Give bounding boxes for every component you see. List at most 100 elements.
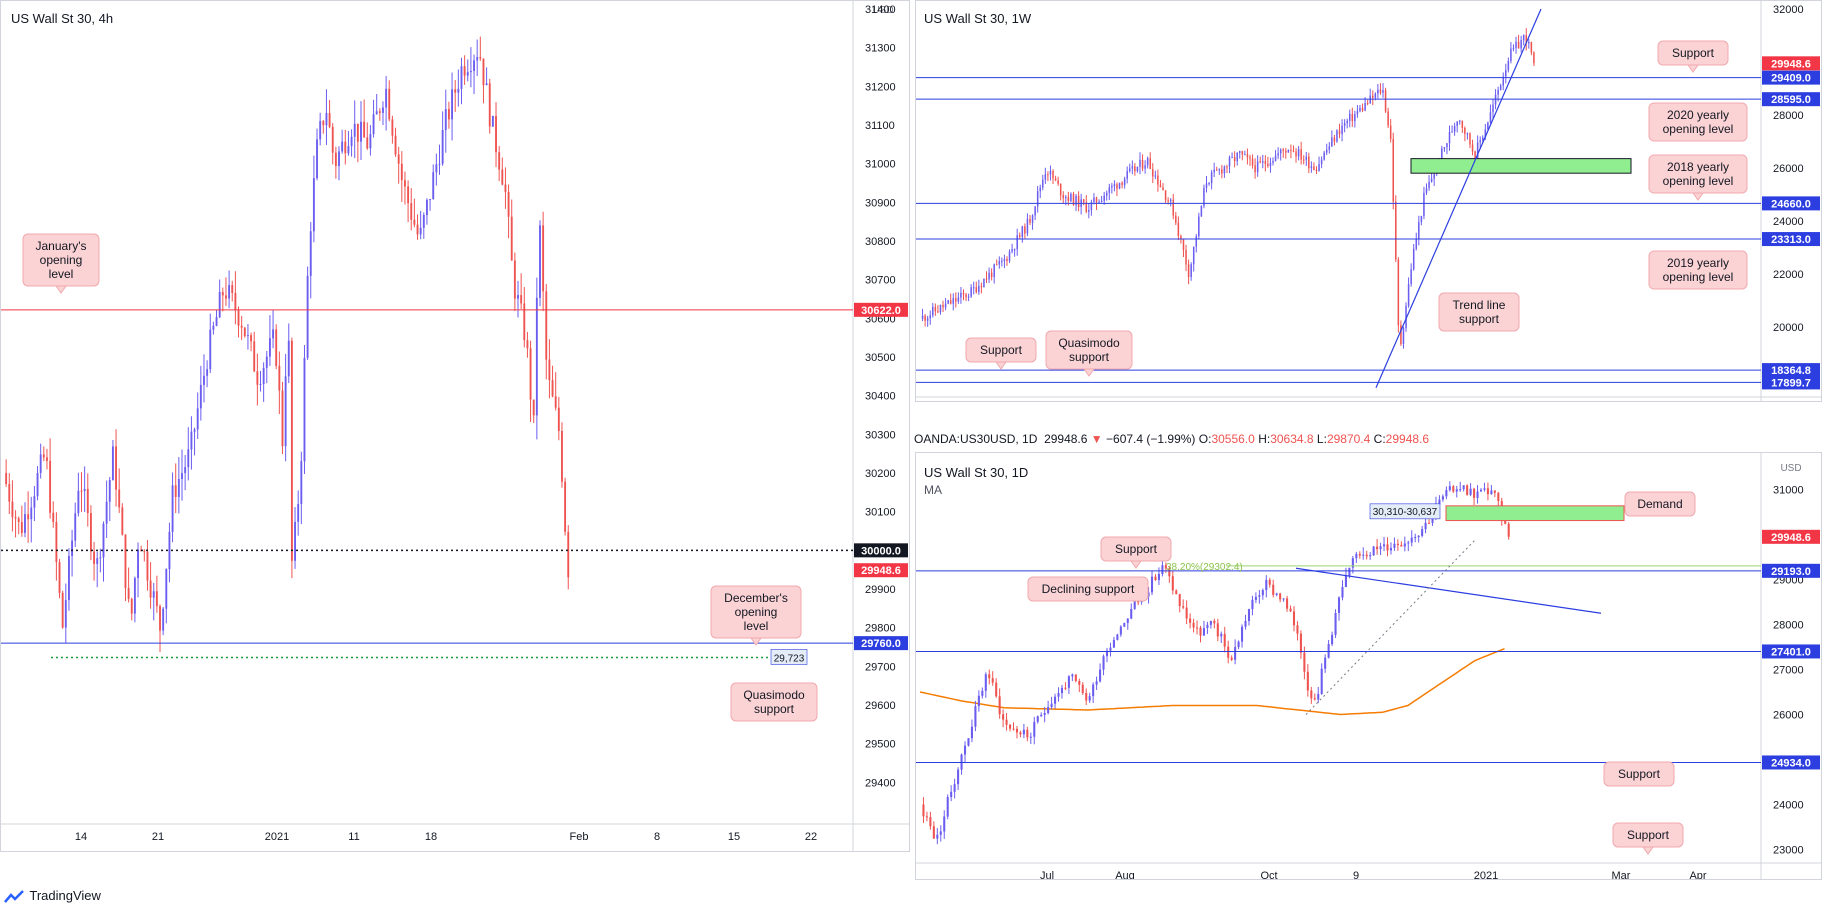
candle-body (1533, 52, 1535, 64)
down-arrow-icon: ▼ (1090, 432, 1103, 446)
candle-body (495, 115, 497, 153)
candle-body (1464, 128, 1466, 134)
price-label-text: 24660.0 (1771, 198, 1811, 210)
candle-body (14, 517, 17, 519)
candle-body (1346, 120, 1348, 124)
candle-body (460, 66, 463, 89)
candle-body (1272, 160, 1274, 163)
candle-body (1338, 130, 1341, 135)
candle-body (1154, 576, 1157, 581)
candle-body (1090, 202, 1093, 211)
candle-body (1095, 681, 1098, 685)
candle-body (1054, 178, 1057, 181)
candle-body (1013, 249, 1016, 251)
candle-body (1244, 154, 1246, 156)
candle-body (268, 338, 271, 357)
candle-body (1400, 544, 1403, 547)
y-tick-label: 30100 (865, 507, 896, 519)
candle-body (1227, 646, 1230, 658)
candle-body (1008, 251, 1011, 261)
candle-body (517, 295, 519, 299)
candle-body (1492, 104, 1494, 113)
chart-canvas-weekly[interactable]: 3200030000280002600024000220002000018000… (916, 1, 1821, 401)
candle-body (1092, 684, 1095, 697)
price-label-box (854, 302, 908, 317)
candle-body (1024, 226, 1026, 234)
candle-body (965, 294, 967, 298)
candle-body (1103, 195, 1105, 201)
price-label-text: 18364.8 (1771, 365, 1811, 377)
candle-body (42, 454, 45, 458)
y-tick-label: 28000 (1773, 620, 1804, 632)
chart-panel-weekly[interactable]: US Wall St 30, 1W 3200030000280002600024… (915, 0, 1822, 402)
chart-canvas-daily[interactable]: USD3100030000290002800027000260002500024… (916, 453, 1821, 879)
qm-tag-box (770, 649, 808, 665)
y-tick-label: 24000 (1773, 216, 1804, 228)
candle-body (463, 66, 466, 76)
candle-body (413, 219, 416, 225)
candle-body (1226, 166, 1228, 168)
x-tick-label: Apr (1689, 870, 1706, 879)
candle-body (963, 745, 967, 755)
candle-body (955, 298, 957, 302)
info-open-value: 30556.0 (1211, 432, 1255, 446)
candle-body (1088, 210, 1090, 212)
info-close-key: C: (1373, 432, 1386, 446)
candle-body (1274, 155, 1277, 161)
candle-body (391, 119, 394, 136)
callout-trend-line-support-text: support (1459, 312, 1500, 326)
candle-body (52, 512, 55, 523)
tradingview-brand[interactable]: TradingView (4, 888, 101, 904)
candle-body (1011, 249, 1013, 252)
candle-body (1515, 41, 1517, 48)
candle-body (410, 203, 413, 220)
candle-body (137, 549, 139, 579)
demand-zone-tag (1369, 503, 1441, 520)
x-tick-label: 8 (654, 831, 660, 843)
candle-body (983, 278, 985, 288)
callout-december-opening-text: December's (724, 591, 788, 605)
candle-body (1308, 156, 1310, 169)
candle-body (425, 199, 428, 215)
candle-body (1154, 175, 1157, 177)
candle-body (1012, 728, 1015, 730)
candle-body (105, 501, 108, 524)
candle-body (1287, 149, 1290, 153)
candle-body (1223, 166, 1226, 174)
candle-body (932, 306, 934, 316)
candle-body (1400, 325, 1402, 344)
candle-body (1008, 724, 1012, 729)
callout-support-24934-pointer (1642, 846, 1654, 855)
candle-body (127, 588, 130, 599)
candle-body (1136, 166, 1139, 172)
x-tick-label: Feb (570, 831, 589, 843)
candle-body (388, 88, 391, 120)
candle-body (932, 826, 935, 839)
candle-body (1159, 184, 1162, 188)
candle-body (1493, 490, 1496, 493)
candle-body (347, 146, 350, 154)
info-close-value: 29948.6 (1385, 432, 1430, 446)
callout-december-opening-pointer (750, 637, 762, 646)
candle-body (929, 315, 931, 319)
candle-body (557, 407, 560, 432)
candle-body (162, 608, 165, 631)
candle-body (1164, 565, 1167, 569)
candle-body (1067, 676, 1070, 688)
callout-support-d1-pointer (1130, 560, 1142, 569)
info-low-key: L: (1316, 432, 1327, 446)
candle-body (1418, 222, 1420, 240)
candle-body (1123, 622, 1126, 627)
chart-panel-daily[interactable]: US Wall St 30, 1D MA USD3100030000290002… (915, 452, 1822, 880)
chart-panel-4h[interactable]: US Wall St 30, 4h USD 31400 31300 31200 3110… (0, 0, 910, 852)
candle-body (272, 329, 275, 339)
candle-body (1522, 35, 1525, 41)
price-label-text: 30000.0 (861, 545, 901, 557)
candle-body (1213, 169, 1215, 173)
candle-body (102, 523, 105, 558)
candle-body (1341, 125, 1343, 135)
candle-body (1192, 622, 1195, 628)
candle-body (1042, 179, 1044, 188)
candle-body (1078, 680, 1081, 685)
